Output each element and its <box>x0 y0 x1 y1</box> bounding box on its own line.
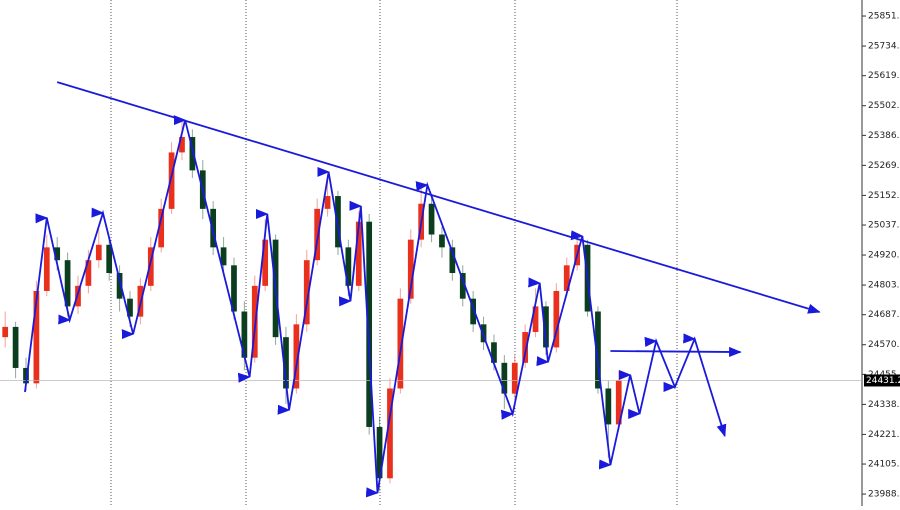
wave-path <box>24 115 727 498</box>
candle-body <box>511 362 518 394</box>
y-tick-label: 24687.5 <box>868 310 900 320</box>
y-tick-label: 24920.0 <box>868 251 900 261</box>
y-tick-label: 25851.5 <box>868 12 900 22</box>
period-separators <box>110 0 678 506</box>
last-price-label: 24431.2 <box>866 376 900 386</box>
candle-body <box>12 326 19 368</box>
candle-body <box>43 247 50 291</box>
y-tick-label: 25269.5 <box>868 161 900 171</box>
candle-body <box>2 326 9 338</box>
level-arrow <box>610 346 742 357</box>
candle-body <box>324 196 331 209</box>
y-tick-label: 24338.0 <box>868 400 900 410</box>
candle-body <box>439 234 445 248</box>
y-tick-label: 25734.5 <box>868 42 900 52</box>
candle-body <box>605 388 612 425</box>
y-tick-label: 23988.5 <box>868 490 900 500</box>
y-tick-label: 24803.0 <box>868 281 900 291</box>
y-tick-label: 25502.0 <box>868 101 900 111</box>
y-tick-label: 24570.5 <box>868 340 900 350</box>
y-tick-label: 24105.5 <box>868 460 900 470</box>
y-tick-label: 25037.0 <box>868 221 900 231</box>
candle-body <box>428 203 435 235</box>
y-tick-label: 25386.5 <box>868 131 900 141</box>
last-price-box <box>864 374 900 387</box>
candle-body <box>23 367 29 384</box>
y-tick-label: 24221.0 <box>868 430 900 440</box>
candle-body <box>95 244 102 261</box>
y-tick-label: 25619.0 <box>868 71 900 81</box>
y-tick-label: 25152.5 <box>868 191 900 201</box>
